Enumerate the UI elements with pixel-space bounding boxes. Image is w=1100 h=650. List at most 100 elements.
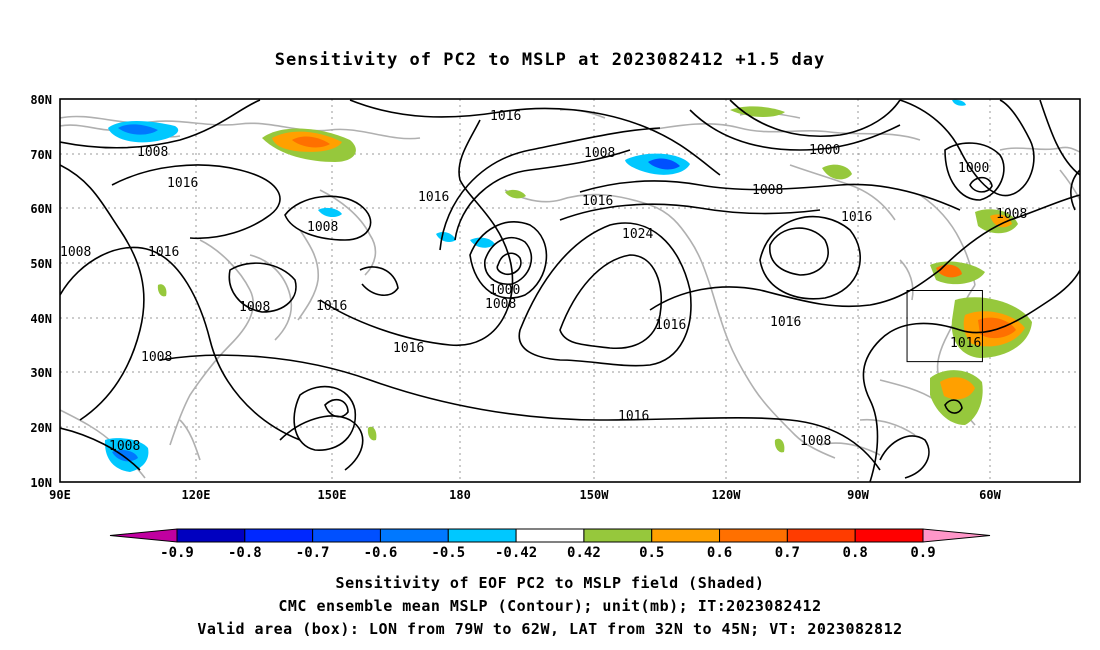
contour-line <box>518 222 692 367</box>
contour-label: 1016 <box>841 210 872 225</box>
lon-tick-label: 150E <box>318 488 347 502</box>
contour-line <box>484 236 533 285</box>
contour-label: 1008 <box>996 207 1027 222</box>
contour-line <box>689 109 901 151</box>
caption-line-1: Sensitivity of EOF PC2 to MSLP field (Sh… <box>335 574 765 592</box>
colorbar-tick-label: 0.7 <box>775 545 800 561</box>
map-frame <box>59 98 1081 483</box>
contour-label: 1016 <box>655 318 686 333</box>
contour-line <box>293 385 357 451</box>
contour-label: 1008 <box>239 300 270 315</box>
contour-line <box>159 354 881 471</box>
colorbar-segment <box>583 528 653 543</box>
shading-negative-patch <box>318 207 342 218</box>
contour-line <box>579 180 961 211</box>
colorbar-segment <box>379 528 449 543</box>
sensitivity-shading <box>104 99 1032 472</box>
lon-tick-label: 150W <box>580 488 610 502</box>
contour-label: 1024 <box>622 227 653 242</box>
contour-label: 1008 <box>752 183 783 198</box>
contour-line <box>359 266 399 296</box>
shading-negative-patch <box>436 232 456 242</box>
contour-line <box>729 99 901 138</box>
contour-line <box>944 142 1005 201</box>
lat-tick-label: 80N <box>30 93 52 107</box>
lat-tick-label: 40N <box>30 312 52 326</box>
contour-line <box>319 119 514 347</box>
colorbar-tick-label: 0.42 <box>567 545 601 561</box>
contour-label: 1016 <box>582 194 613 209</box>
shading-positive-patch <box>774 438 785 453</box>
shading-positive-core <box>990 214 1012 228</box>
mslp-contours <box>60 99 1080 482</box>
lon-tick-label: 120E <box>182 488 211 502</box>
contour-line <box>1070 169 1080 211</box>
valid-area-box <box>906 290 983 363</box>
caption-line-3: Valid area (box): LON from 79W to 62W, L… <box>197 620 903 638</box>
contour-line <box>559 254 662 350</box>
contour-label: 1008 <box>60 245 91 260</box>
contour-label: 1008 <box>800 434 831 449</box>
colorbar-segment <box>651 528 721 543</box>
colorbar-tick-label: 0.8 <box>843 545 868 561</box>
caption-line-2: CMC ensemble mean MSLP (Contour); unit(m… <box>278 597 822 615</box>
contour-label: 1016 <box>618 409 649 424</box>
shading-positive-patch <box>157 284 167 297</box>
shading-positive-patch <box>367 426 377 441</box>
colorbar-tick-label: 0.5 <box>639 545 664 561</box>
lat-tick-label: 70N <box>30 148 52 162</box>
colorbar-segment <box>786 528 856 543</box>
contour-label: 1016 <box>418 190 449 205</box>
shading-negative-core <box>648 158 680 170</box>
contour-line <box>324 398 349 418</box>
contour-label: 1008 <box>141 350 172 365</box>
contour-line <box>284 195 372 241</box>
contour-line <box>944 399 963 414</box>
colorbar-segment <box>719 528 788 543</box>
contour-label: 1016 <box>167 176 198 191</box>
shading-positive-patch <box>822 164 852 180</box>
shading-negative-patch <box>952 99 966 106</box>
shading-negative-patch <box>470 237 495 248</box>
contour-line <box>60 246 301 441</box>
shading-positive-core <box>978 317 1016 339</box>
contour-line <box>496 252 522 276</box>
contour-line <box>439 127 661 251</box>
contour-label: 1016 <box>316 299 347 314</box>
contour-line <box>759 215 861 300</box>
contour-line <box>879 435 930 479</box>
lat-tick-label: 20N <box>30 421 52 435</box>
colorbar-tick-label: -0.9 <box>160 545 194 561</box>
colorbar-tick-label: -0.7 <box>296 545 330 561</box>
lon-tick-label: 120W <box>712 488 742 502</box>
contour-label: 1000 <box>489 283 520 298</box>
contour-line <box>60 427 141 471</box>
colorbar: -0.9 -0.8 -0.7 -0.6 -0.5 -0.42 0.42 0.5 0.6 0.7 0.… <box>109 528 991 561</box>
contour-line <box>469 221 548 299</box>
contour-line <box>862 269 1080 482</box>
contour-line <box>649 194 1080 311</box>
contour-line <box>559 203 821 221</box>
colorbar-tick-label: 0.9 <box>910 545 935 561</box>
shading-positive-core <box>940 377 975 400</box>
lon-tick-label: 60W <box>979 488 1001 502</box>
contour-line <box>279 415 364 471</box>
lat-tick-label: 60N <box>30 202 52 216</box>
colorbar-tick-label: -0.5 <box>431 545 465 561</box>
contour-line <box>60 99 261 149</box>
contour-label: 1016 <box>490 109 521 124</box>
contour-label: 1008 <box>137 145 168 160</box>
lat-tick-label: 50N <box>30 257 52 271</box>
contour-line <box>111 164 281 240</box>
colorbar-segment <box>854 528 924 543</box>
contour-label: 1016 <box>148 245 179 260</box>
contour-label: 1008 <box>109 439 140 454</box>
contour-line <box>228 262 297 313</box>
contour-line <box>349 99 721 176</box>
lon-tick-label: 180 <box>449 488 471 502</box>
shading-positive-core <box>292 136 330 148</box>
contour-label: 1008 <box>485 297 516 312</box>
colorbar-max-arrow <box>922 528 991 543</box>
colorbar-segment <box>176 528 246 543</box>
